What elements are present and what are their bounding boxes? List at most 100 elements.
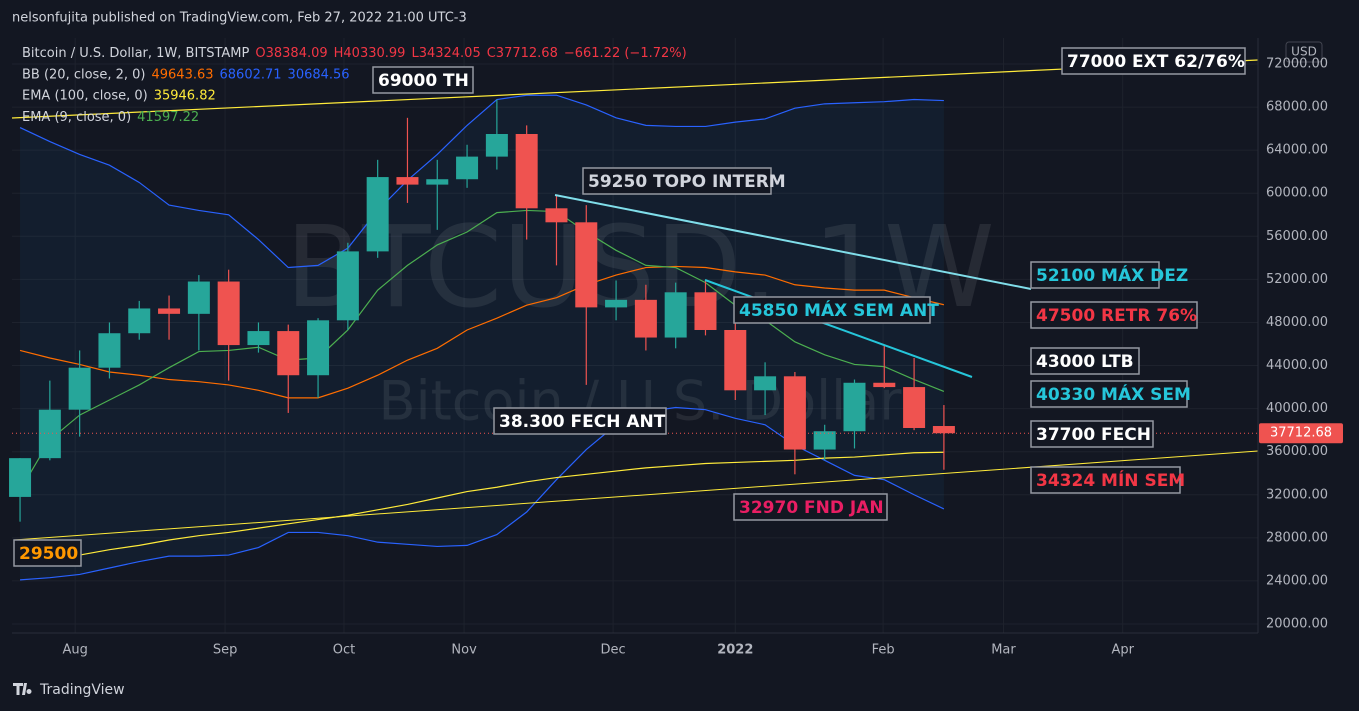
annotation-box	[1030, 466, 1181, 494]
legend-value: O38384.09	[255, 46, 327, 61]
annotation-text: 77000 EXT 62/76%	[1067, 52, 1245, 72]
annotation-text: 52100 MÁX DEZ	[1036, 264, 1188, 286]
annotation-text: 38.300 FECH ANT	[499, 412, 666, 432]
x-tick-label: Feb	[872, 643, 895, 658]
annotation-box	[1030, 301, 1198, 329]
x-tick-label: Oct	[333, 643, 355, 658]
candle-body	[813, 431, 836, 450]
indicator-line	[19, 451, 944, 566]
annotation-box	[1061, 47, 1246, 75]
candle-body	[783, 376, 806, 450]
candle-body	[932, 426, 955, 434]
author: nelsonfujita published on TradingView.co…	[12, 11, 467, 26]
candle-body	[158, 308, 181, 314]
annotation: 52100 MÁX DEZ	[1030, 261, 1188, 289]
candle-body	[396, 177, 419, 185]
candle-body	[187, 281, 210, 314]
y-tick-label: 24000.00	[1266, 573, 1328, 588]
legend-label: EMA (9, close, 0)	[22, 109, 131, 124]
y-tick-label: 68000.00	[1266, 100, 1328, 115]
candle-body	[217, 281, 240, 346]
plot	[9, 94, 1258, 581]
annotation: 34324 MÍN SEM	[1030, 466, 1185, 494]
y-tick-label: 28000.00	[1266, 530, 1328, 545]
candle-body	[456, 156, 479, 180]
legend-entry: BB (20, close, 2, 0) 49643.63 68602.71 3068…	[22, 67, 350, 82]
candle-body	[664, 292, 687, 338]
annotation-text: 69000 TH	[378, 71, 469, 91]
annotation-box	[1030, 380, 1188, 408]
annotation-box	[372, 66, 474, 94]
x-tick-label: Sep	[213, 643, 238, 658]
y-tick-label: 52000.00	[1266, 272, 1328, 287]
annotation-text: 45850 MÁX SEM ANT	[739, 299, 939, 321]
candle-body	[336, 251, 359, 321]
candle-body	[754, 376, 777, 391]
candle-body	[575, 222, 598, 308]
x-tick-label: Apr	[1111, 643, 1134, 658]
annotation: 32970 FND JAN	[733, 493, 888, 521]
annotation-text: 32970 FND JAN	[739, 498, 884, 518]
annotation: 45850 MÁX SEM ANT	[733, 296, 939, 324]
legend-value: 68602.71	[220, 67, 282, 82]
x-tick-label: Aug	[62, 643, 87, 658]
annotation-text: 34324 MÍN SEM	[1036, 469, 1185, 491]
candle-body	[545, 208, 568, 223]
price-label-box	[1259, 423, 1343, 444]
y-tick-label: 32000.00	[1266, 487, 1328, 502]
price-label: 37712.68	[1270, 426, 1332, 441]
candle-body	[873, 382, 896, 388]
legend-value: 35946.82	[154, 88, 216, 103]
y-tick-label: 20000.00	[1266, 616, 1328, 631]
y-tick-label: 72000.00	[1266, 56, 1328, 71]
candle-body	[694, 292, 717, 330]
legend-label: EMA (100, close, 0)	[22, 88, 148, 103]
candle-body	[515, 133, 538, 209]
candle-body	[366, 177, 389, 252]
y-tick-label: 60000.00	[1266, 186, 1328, 201]
x-tick-label: Dec	[601, 643, 626, 658]
legend-value: 41597.22	[137, 109, 199, 124]
annotation-text: 59250 TOPO INTERM	[588, 172, 786, 192]
annotation: 43000 LTB	[1030, 347, 1140, 375]
annotation: 40330 MÁX SEM	[1030, 380, 1191, 408]
brand: TradingView	[39, 682, 125, 698]
annotation-text: 37700 FECH	[1036, 425, 1151, 445]
annotation: 47500 RETR 76%	[1030, 301, 1198, 329]
y-tick-label: 44000.00	[1266, 358, 1328, 373]
annotation-box	[733, 296, 931, 324]
candle-body	[724, 329, 747, 391]
candle-body	[605, 299, 628, 308]
legend-value: H40330.99	[334, 46, 406, 61]
annotation: 77000 EXT 62/76%	[1061, 47, 1246, 75]
candle-body	[307, 320, 330, 376]
annotation-text: 47500 RETR 76%	[1036, 306, 1197, 326]
candle-body	[68, 367, 91, 410]
candle-body	[426, 179, 449, 185]
annotation-box	[1030, 261, 1160, 289]
candle-body	[98, 333, 121, 368]
annotation: 69000 TH	[372, 66, 474, 94]
x-tick-label: 2022	[717, 643, 753, 658]
x-tick-label: Nov	[451, 643, 477, 658]
annotation: 29500	[13, 539, 82, 567]
y-tick-label: 64000.00	[1266, 143, 1328, 158]
y-tick-label: 48000.00	[1266, 315, 1328, 330]
candle-body	[843, 382, 866, 432]
annotation: 59250 TOPO INTERM	[582, 167, 786, 195]
candle-body	[38, 409, 61, 459]
indicator-line	[19, 265, 945, 399]
candle-body	[485, 133, 508, 157]
trend-line	[704, 279, 973, 378]
legend-value: 30684.56	[288, 67, 350, 82]
legend-label: BB (20, close, 2, 0)	[22, 67, 145, 82]
candle-body	[277, 331, 300, 376]
annotation: 37700 FECH	[1030, 420, 1154, 448]
candle-body	[247, 331, 270, 346]
legend-entry: Bitcoin / U.S. Dollar, 1W, BITSTAMP O3838…	[22, 46, 687, 61]
annotation-box	[1030, 420, 1154, 448]
legend-value: L34324.05	[411, 46, 480, 61]
candle-body	[903, 387, 926, 428]
legend-value: C37712.68	[487, 46, 558, 61]
